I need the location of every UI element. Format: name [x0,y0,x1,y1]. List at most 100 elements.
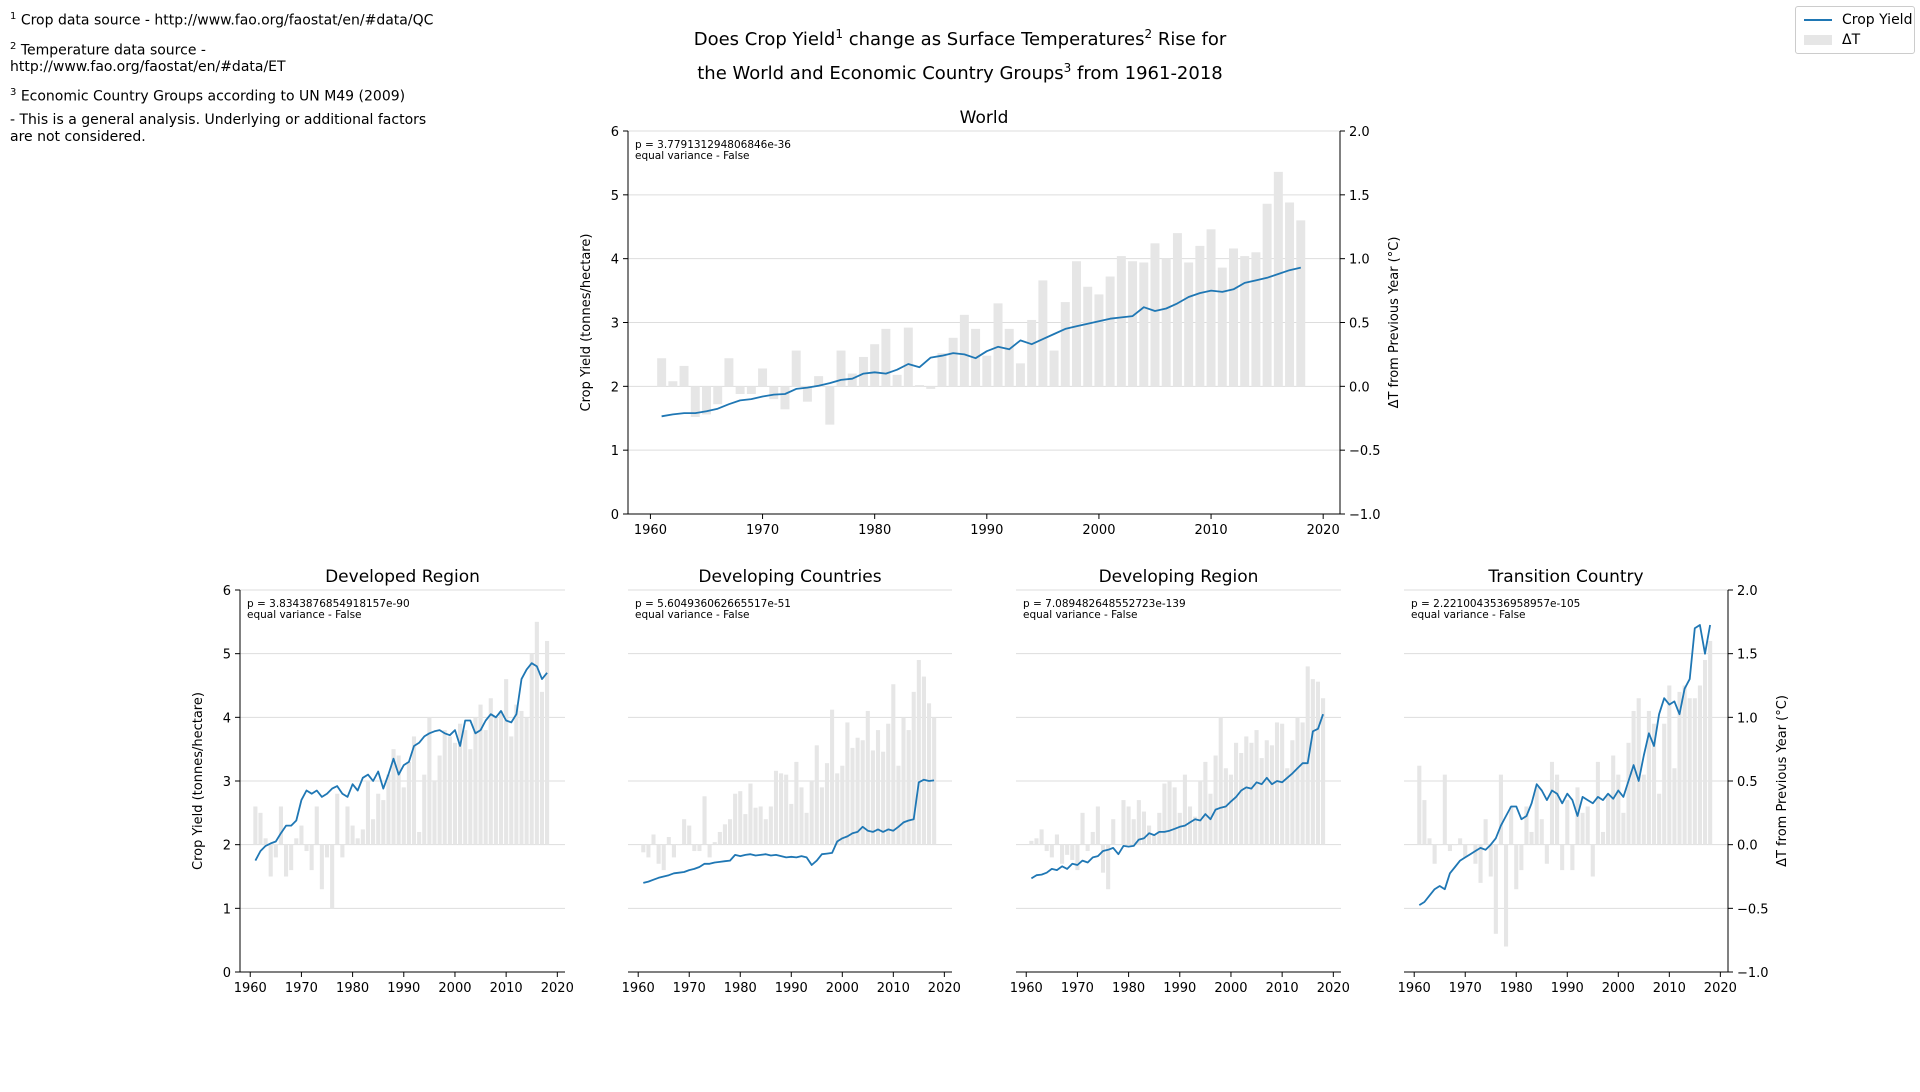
delta-t-bar [458,723,463,845]
delta-t-bar [758,368,768,387]
y-tick-label: 1 [223,902,231,917]
delta-t-bar [915,385,925,387]
x-tick-label: 2020 [1704,981,1737,996]
delta-t-bar [1029,840,1034,845]
footnote-temperature-source: 2 Temperature data source - http://www.f… [10,38,450,77]
delta-t-bar [1473,844,1478,864]
delta-t-bar [355,838,360,845]
y-tick-label: 1 [611,444,619,459]
delta-t-bar [789,803,794,845]
annotation-text: p = 3.8343876854918157e-90 [247,598,410,610]
y-tick-label: 0 [611,508,619,523]
y2-tick-label: 2.0 [1737,584,1758,599]
x-tick-label: 1980 [336,981,369,996]
title-text: Rise for [1152,29,1227,50]
x-tick-label: 1990 [775,981,808,996]
delta-t-bar [830,709,835,845]
title-text: from 1961-2018 [1071,63,1223,84]
x-tick-label: 1960 [1010,981,1043,996]
delta-t-bar [539,691,545,845]
delta-t-bar [1162,783,1167,845]
delta-t-bar [452,742,458,845]
delta-t-bar [1049,844,1054,858]
delta-t-bar [1677,691,1682,845]
delta-t-bar [1182,774,1187,845]
delta-t-bar [514,704,519,845]
delta-t-bar [676,844,682,846]
delta-t-bar [1167,781,1172,845]
delta-t-bar [679,365,689,387]
x-tick-label: 1960 [634,523,667,538]
delta-t-bar [258,812,263,845]
delta-t-bar [1116,256,1126,387]
delta-t-bar [1285,768,1290,845]
crop-yield-line [254,662,548,862]
y-tick-label: 6 [611,125,619,140]
delta-t-bar [483,730,488,845]
delta-t-bar [299,825,304,845]
delta-t-bar [926,703,932,845]
delta-t-bar [386,774,391,845]
delta-t-bar [1280,723,1285,845]
delta-t-bar [1682,685,1687,845]
delta-t-bar [437,755,442,845]
x-tick-label: 2010 [1195,523,1228,538]
delta-t-bar [748,783,753,845]
delta-t-bar [1651,723,1657,845]
delta-t-bar [855,737,860,845]
title-text: Does Crop Yield [693,29,836,50]
y2-tick-label: 1.5 [1349,189,1370,204]
delta-t-bar [1702,660,1708,845]
y2-tick-label: 0.0 [1737,839,1758,854]
delta-t-bar [1100,844,1106,873]
chart-panel-transition-country: 1960 1970 1980 1990 2000 2010 2020−1.0 −0.5 0.0 0… [1398,567,1790,996]
delta-t-bar [1595,761,1600,845]
x-tick-label: 2000 [1082,523,1115,538]
y-tick-label: 2 [611,380,619,395]
delta-t-bar [1254,730,1259,845]
delta-t-bar [1529,831,1534,845]
annotation-text: equal variance - False [635,609,750,621]
delta-t-bar [1131,819,1136,845]
footnote-mark: 3 [10,87,17,99]
chart-panel-developing-countries: 1960 1970 1980 1990 2000 2010 2020 Developing C… [622,567,961,996]
delta-t-bar [733,793,738,845]
delta-t-bar [1206,229,1216,387]
delta-t-bar [1234,742,1239,845]
y-tick-label: 5 [611,189,619,204]
delta-t-bar [1106,844,1111,890]
delta-t-bar [1054,834,1059,845]
delta-t-bar [1585,806,1590,845]
delta-t-bar [901,717,906,845]
delta-t-bar [712,842,717,845]
delta-t-bar [780,386,790,410]
delta-t-bar [824,763,830,845]
delta-t-bar [304,844,309,852]
delta-t-bar [401,787,406,845]
y2-tick-label: 0.0 [1349,380,1370,395]
delta-t-bar [1218,717,1223,845]
title-text: the World and Economic Country Groups [697,63,1064,84]
delta-t-bar [529,653,534,845]
delta-t-bar [1290,740,1295,845]
delta-t-bar [396,755,401,845]
delta-t-bar [1667,685,1672,845]
delta-t-bar [447,736,452,845]
delta-t-bar [713,386,723,405]
delta-t-bar [406,761,411,845]
delta-t-bar [427,717,432,845]
delta-t-bar [1060,844,1065,864]
y-tick-label: 0 [223,966,231,981]
delta-t-bar [1239,752,1244,845]
delta-t-bar [1447,844,1452,852]
delta-t-bar [1172,233,1182,387]
delta-t-bar [819,787,824,845]
annotation-text: equal variance - False [1411,609,1526,621]
delta-t-bar [1468,844,1473,846]
delta-t-bar [411,736,417,845]
delta-t-bar [641,844,646,853]
delta-t-bar [1264,740,1269,845]
delta-t-bar [921,676,926,845]
delta-t-bar [278,806,283,845]
delta-t-bar [835,773,840,845]
